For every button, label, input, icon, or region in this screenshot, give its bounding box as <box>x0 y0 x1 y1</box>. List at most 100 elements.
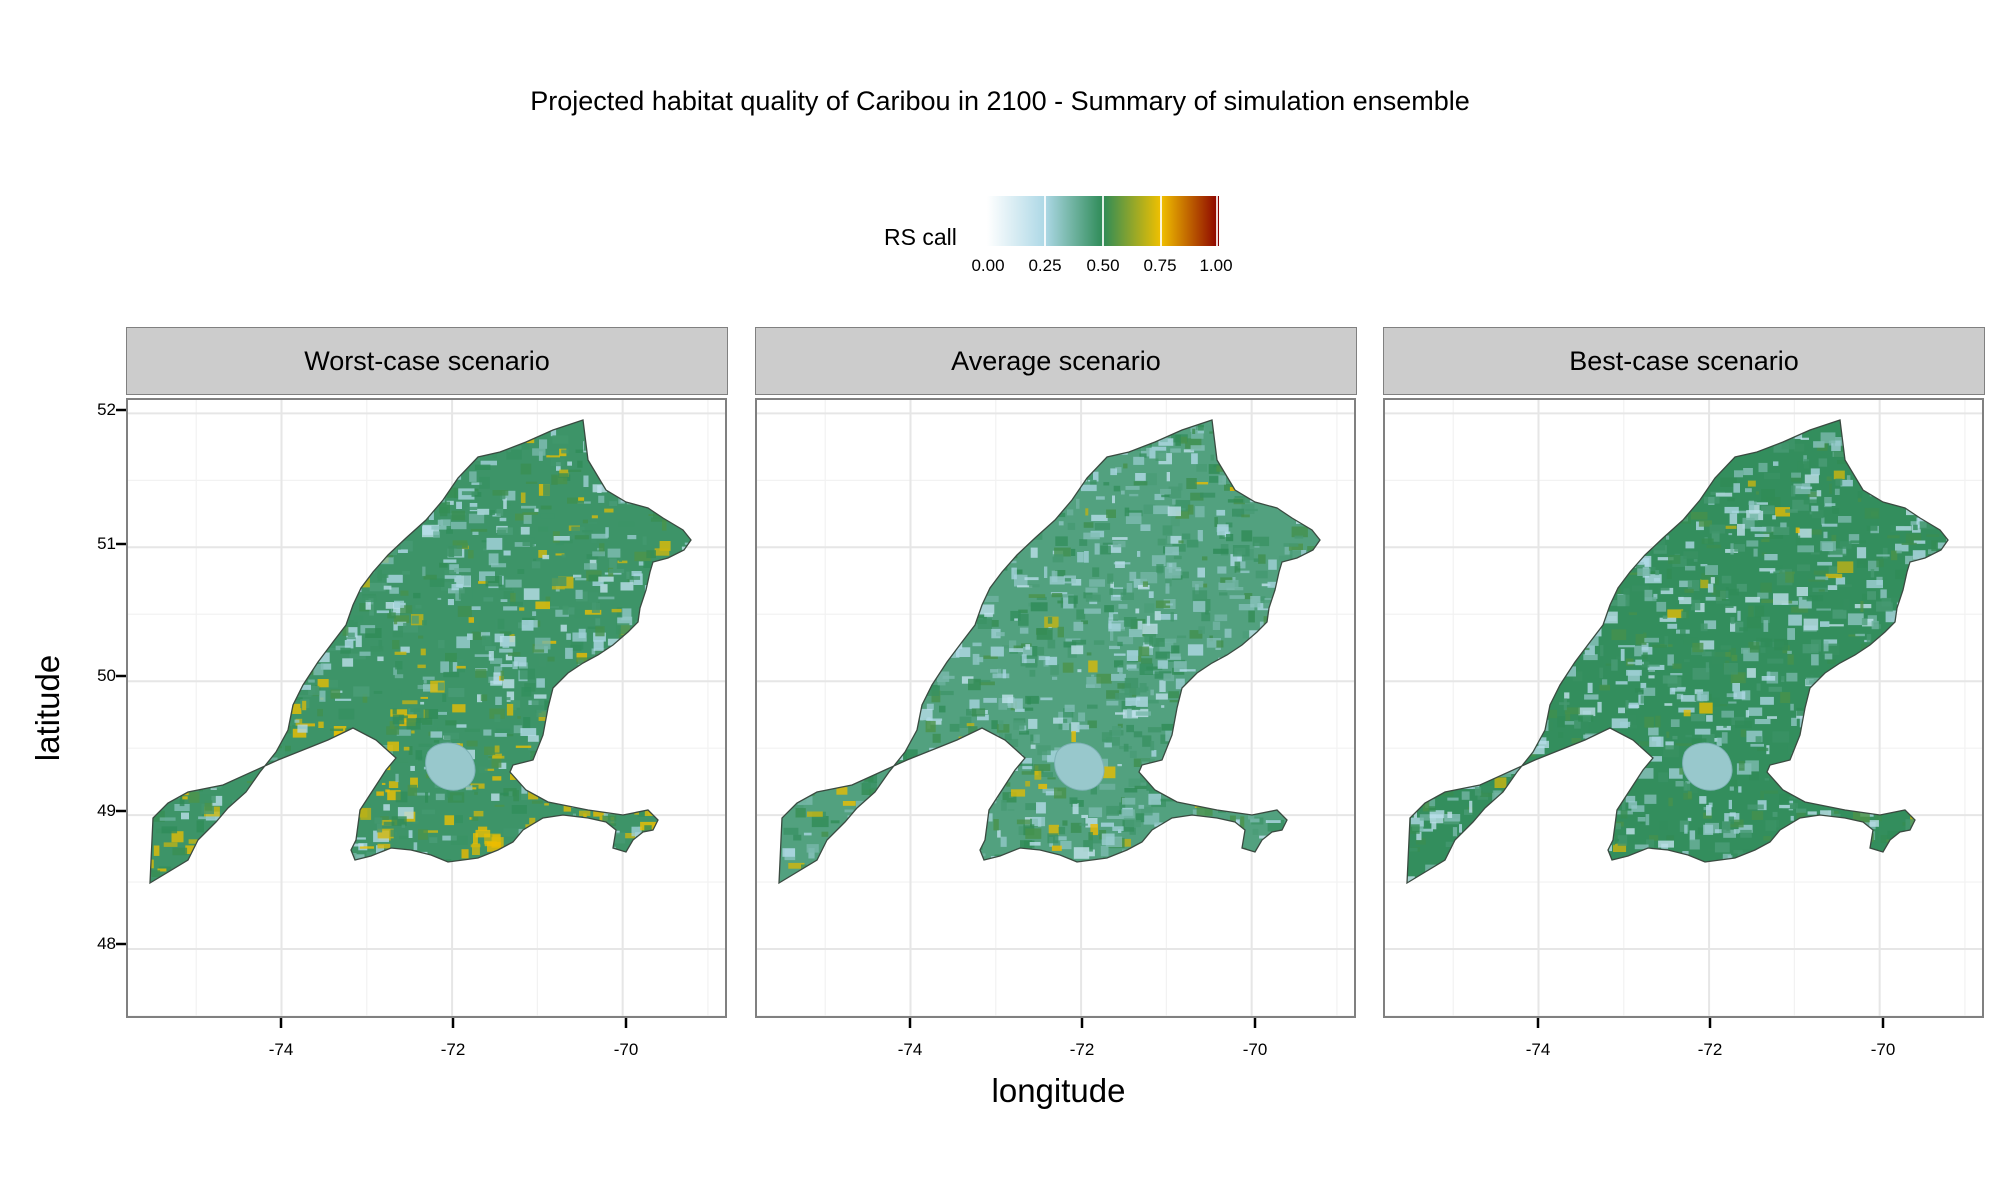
raster-cell <box>577 460 583 468</box>
raster-cell <box>1671 430 1679 441</box>
raster-cell <box>1506 827 1521 833</box>
raster-cell <box>1601 611 1618 624</box>
raster-cell <box>1590 554 1594 563</box>
raster-cell <box>226 620 239 625</box>
raster-cell <box>1155 651 1170 659</box>
raster-cell <box>1487 724 1494 731</box>
raster-cell <box>333 726 347 738</box>
raster-cell <box>1685 734 1692 738</box>
raster-cell <box>1063 708 1074 718</box>
raster-cell <box>859 534 869 539</box>
raster-cell <box>311 776 320 788</box>
raster-cell <box>373 690 383 694</box>
raster-cell <box>1903 687 1918 695</box>
raster-cell <box>1554 475 1570 485</box>
raster-cell <box>448 688 465 698</box>
raster-cell <box>1180 817 1185 825</box>
raster-cell <box>589 784 594 790</box>
raster-cell <box>816 427 829 430</box>
raster-cell <box>1577 450 1584 457</box>
raster-cell <box>473 833 478 845</box>
raster-cell <box>395 661 403 670</box>
raster-cell <box>1498 510 1505 518</box>
raster-cell <box>1761 552 1767 556</box>
raster-cell <box>1513 853 1525 858</box>
raster-cell <box>845 453 858 460</box>
raster-cell <box>911 475 926 478</box>
raster-cell <box>1094 438 1109 443</box>
raster-cell <box>1011 484 1016 491</box>
raster-cell <box>246 669 263 674</box>
raster-cell <box>273 844 279 850</box>
raster-cell <box>1299 602 1308 614</box>
raster-cell <box>673 518 689 524</box>
raster-cell <box>1144 603 1155 613</box>
raster-cell <box>325 799 334 802</box>
raster-cell <box>903 801 915 813</box>
raster-cell <box>1016 819 1031 825</box>
raster-cell <box>781 541 796 551</box>
raster-cell <box>1770 845 1785 857</box>
raster-cell <box>480 694 488 701</box>
raster-cell <box>161 826 178 834</box>
raster-cell <box>1151 555 1166 567</box>
raster-cell <box>676 491 691 501</box>
raster-cell <box>1308 656 1320 665</box>
raster-cell <box>907 463 919 476</box>
raster-cell <box>330 802 337 805</box>
raster-cell <box>1304 856 1314 867</box>
raster-cell <box>1471 637 1477 644</box>
raster-cell <box>676 840 691 848</box>
raster-cell <box>1495 654 1506 661</box>
raster-cell <box>941 572 952 585</box>
raster-cell <box>383 804 390 811</box>
raster-cell <box>254 605 262 611</box>
raster-cell <box>783 726 798 734</box>
raster-cell <box>1281 472 1297 479</box>
raster-cell <box>1954 517 1970 527</box>
raster-cell <box>163 676 170 684</box>
raster-cell <box>1715 829 1722 834</box>
raster-cell <box>962 585 972 590</box>
raster-cell <box>893 501 911 511</box>
raster-cell <box>1323 603 1327 607</box>
raster-cell <box>607 823 617 826</box>
raster-cell <box>302 420 314 428</box>
raster-cell <box>1289 854 1300 867</box>
raster-cell <box>1563 698 1567 711</box>
raster-cell <box>1910 596 1919 601</box>
raster-cell <box>554 717 571 729</box>
raster-cell <box>317 489 327 494</box>
raster-cell <box>153 845 160 856</box>
raster-cell <box>1279 800 1286 812</box>
raster-cell <box>631 826 642 837</box>
raster-cell <box>1092 834 1102 844</box>
raster-cell <box>1054 491 1072 497</box>
raster-cell <box>468 446 472 450</box>
raster-cell <box>484 746 496 755</box>
raster-cell <box>1642 426 1650 430</box>
raster-cell <box>368 420 381 428</box>
raster-cell <box>1109 588 1127 595</box>
raster-cell <box>955 485 970 495</box>
raster-cell <box>1926 534 1940 537</box>
raster-cell <box>935 434 950 442</box>
raster-cell <box>186 695 190 703</box>
raster-cell <box>527 735 539 742</box>
raster-cell <box>394 674 404 679</box>
raster-cell <box>1646 839 1655 851</box>
raster-cell <box>260 853 275 864</box>
raster-cell <box>1527 834 1534 843</box>
raster-cell <box>449 564 459 574</box>
raster-cell <box>937 671 950 682</box>
raster-cell <box>622 505 634 508</box>
raster-cell <box>1721 732 1728 744</box>
raster-cell <box>1897 427 1902 432</box>
raster-cell <box>880 832 898 842</box>
raster-cell <box>1076 609 1086 620</box>
raster-cell <box>1926 454 1942 462</box>
raster-cell <box>905 564 920 570</box>
raster-cell <box>1226 587 1244 591</box>
raster-cell <box>277 548 290 555</box>
raster-cell <box>1559 448 1573 453</box>
